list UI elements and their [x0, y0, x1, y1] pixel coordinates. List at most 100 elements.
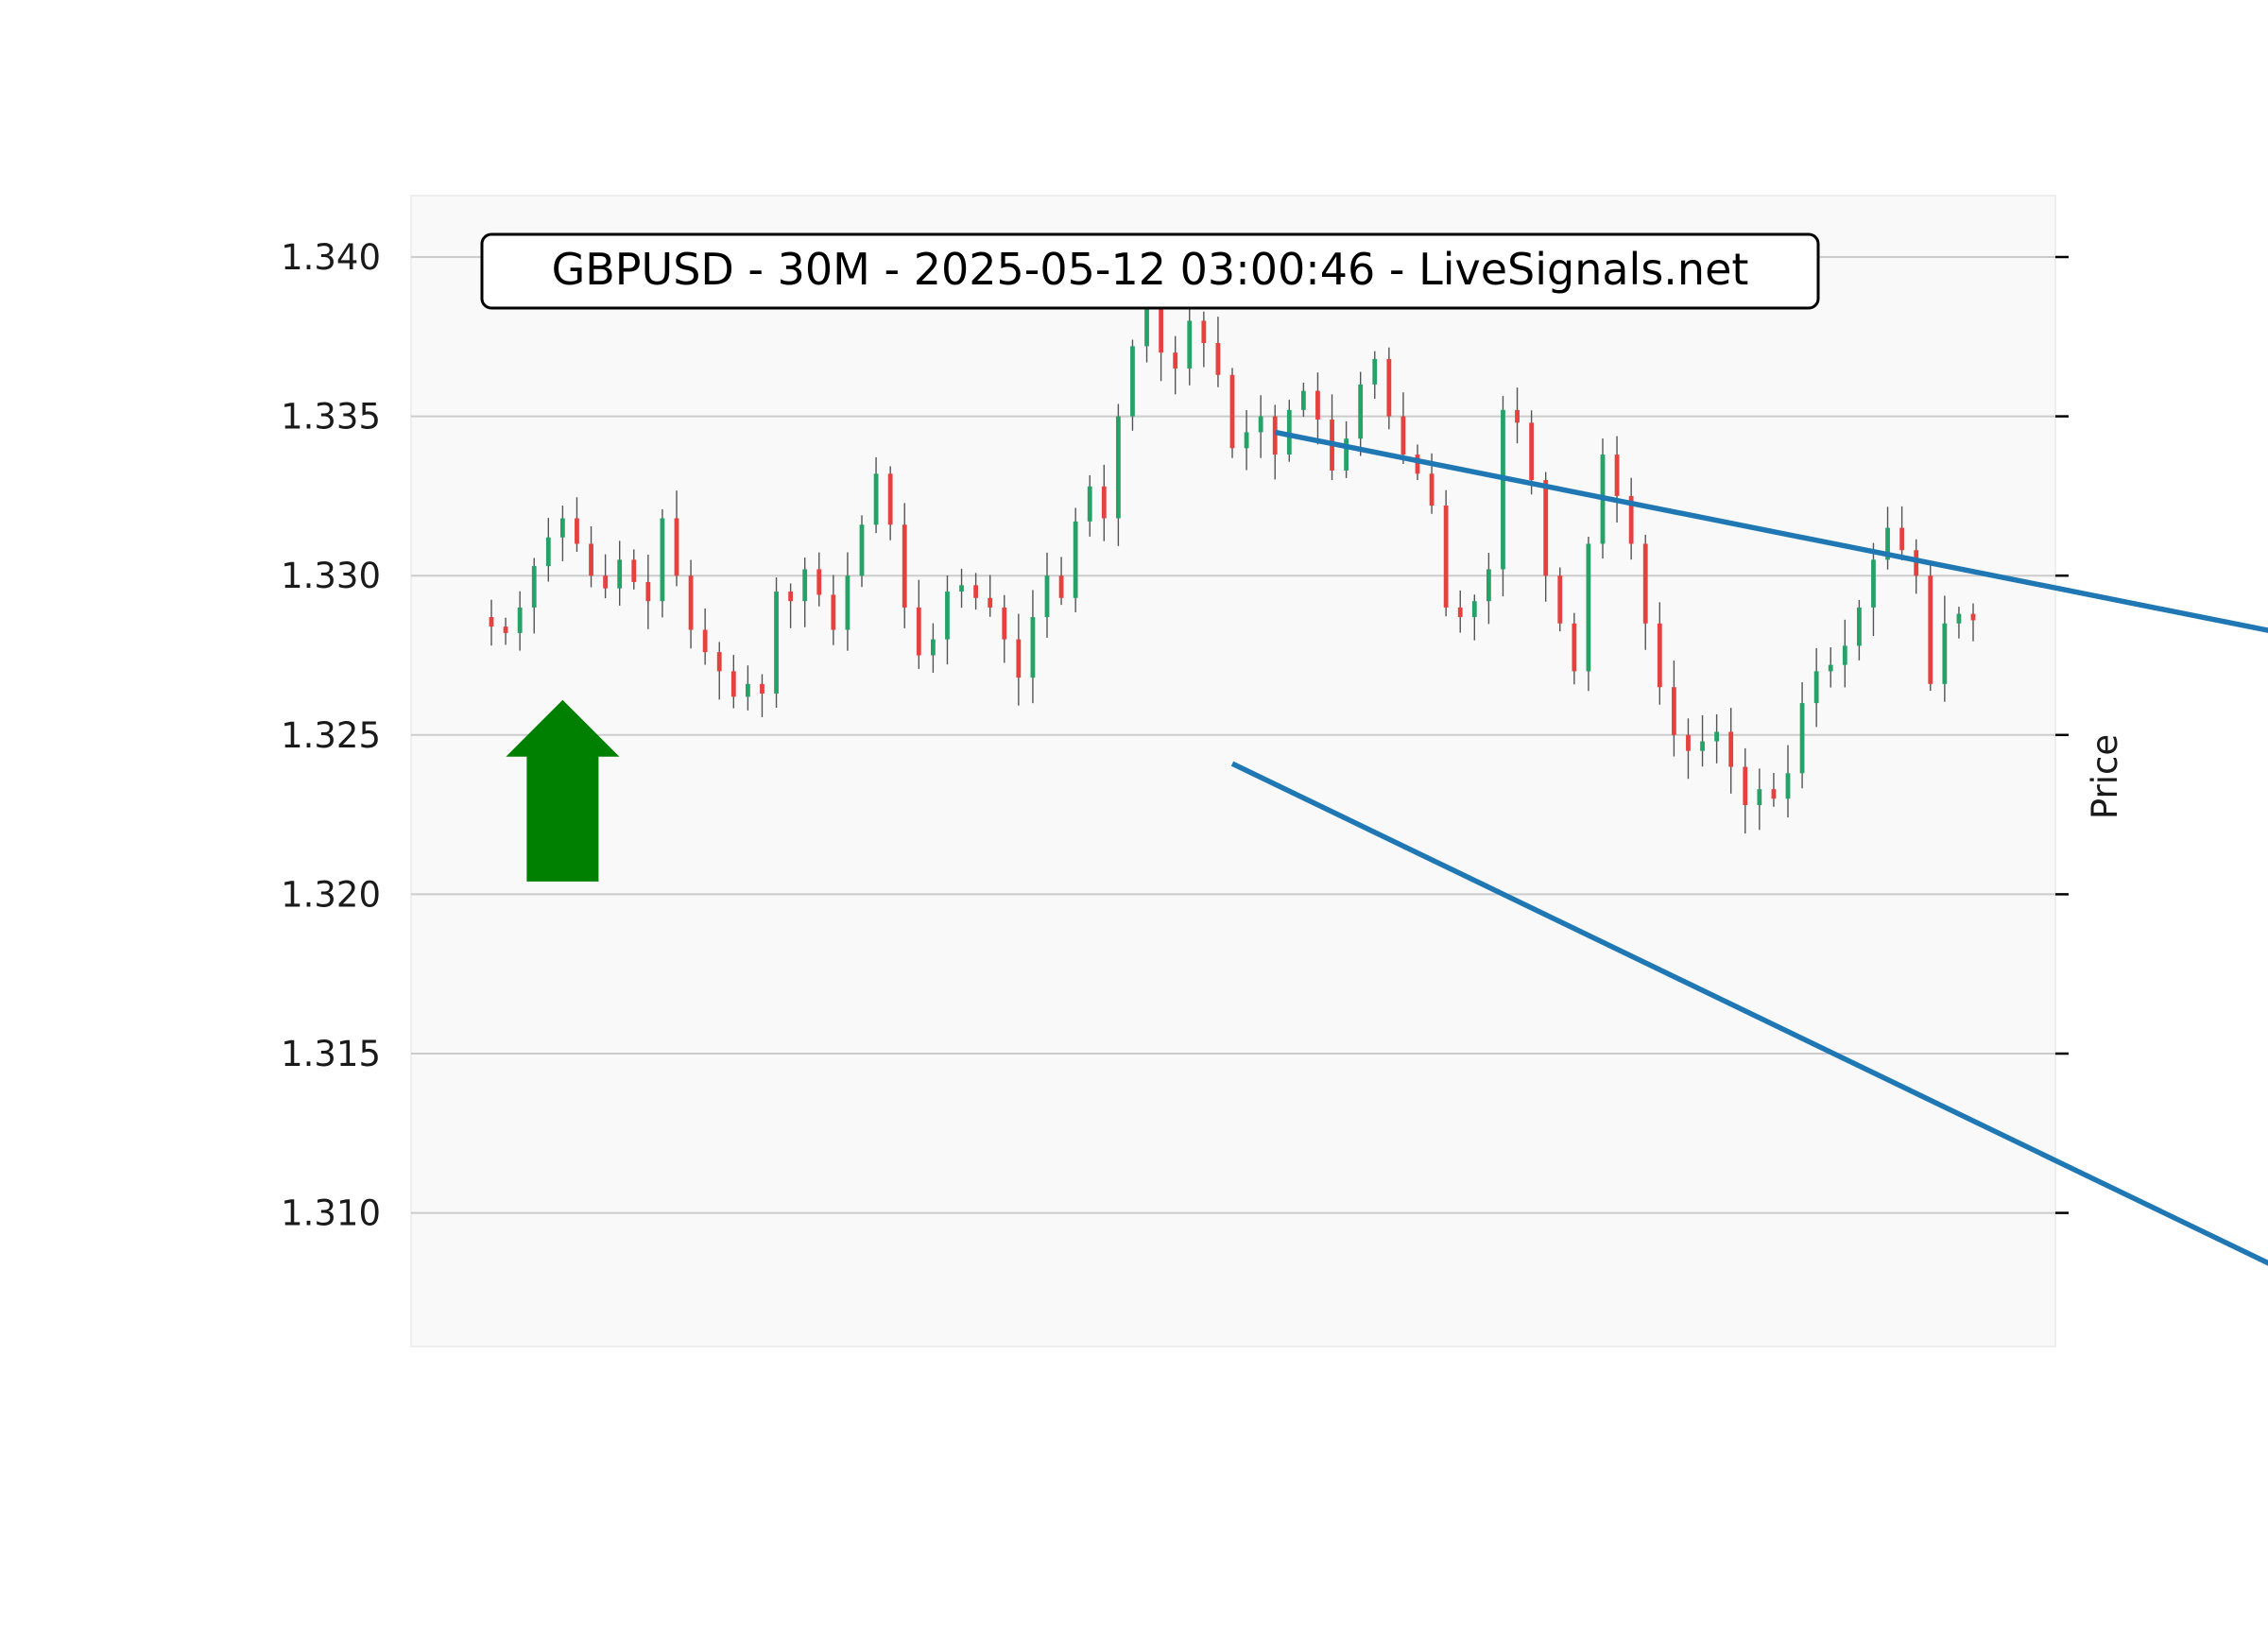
candle	[688, 559, 694, 649]
candle	[1828, 647, 1833, 688]
candle-body-down	[716, 652, 722, 672]
candle-body-up	[930, 639, 936, 656]
candle	[1714, 713, 1720, 764]
candle	[1044, 552, 1050, 638]
candle-body-down	[1671, 687, 1676, 735]
candle	[1928, 562, 1933, 692]
candle	[1115, 403, 1121, 546]
candle-body-up	[517, 607, 523, 633]
candle-body-up	[1286, 409, 1292, 455]
candle	[1087, 474, 1092, 537]
candle-body-up	[1087, 486, 1092, 522]
candle-body-up	[1885, 527, 1890, 560]
candle-body-up	[1813, 671, 1819, 704]
candle-body-up	[660, 518, 665, 602]
candle-body-down	[1628, 495, 1634, 544]
candle	[1785, 745, 1791, 818]
candle-body-down	[1415, 455, 1420, 474]
candle-body-down	[1728, 731, 1734, 767]
buy-signal-arrow-icon	[506, 699, 620, 882]
candle-body-down	[1771, 789, 1777, 799]
candle-body-up	[1358, 384, 1364, 439]
candle	[873, 456, 879, 534]
candle-body-down	[1642, 543, 1648, 624]
candle	[1101, 464, 1107, 541]
candle	[1471, 594, 1477, 641]
candle	[902, 503, 907, 628]
candle	[1486, 553, 1491, 625]
candle-body-down	[1457, 607, 1463, 618]
candle-body-up	[1700, 741, 1705, 751]
candle	[1899, 506, 1905, 560]
candle	[589, 525, 593, 588]
candle	[1871, 542, 1876, 637]
candle-body-up	[1244, 432, 1249, 449]
candle-body-up	[1757, 789, 1762, 805]
candle-body-down	[1928, 575, 1933, 684]
candle-body-down	[1572, 623, 1577, 672]
candle	[988, 575, 993, 617]
candle-body-down	[1515, 409, 1520, 423]
candle-body-down	[902, 524, 907, 608]
candle-body-down	[1429, 473, 1435, 506]
candle-body-down	[1557, 575, 1563, 624]
signal-layer	[506, 699, 620, 882]
candle	[674, 490, 679, 587]
candle	[1700, 714, 1705, 767]
candle	[489, 599, 494, 646]
candle-body-up	[1586, 543, 1591, 672]
lower-trendline	[1230, 761, 2268, 1266]
candle-body-down	[916, 607, 921, 656]
candle-body-up	[802, 569, 808, 602]
candle	[1073, 507, 1078, 612]
candle	[1315, 372, 1320, 445]
candle-body-up	[1486, 569, 1491, 602]
candle-body-up	[531, 566, 537, 608]
plot-background	[410, 195, 2056, 1347]
candle	[1358, 371, 1364, 456]
candle-body-up	[1799, 703, 1805, 774]
y-tick-label: 1.310	[281, 1193, 381, 1234]
candle	[1728, 708, 1734, 794]
candle-body-down	[730, 671, 736, 697]
candle-body-down	[503, 626, 508, 633]
candle-body-down	[589, 543, 593, 576]
candle	[1030, 590, 1036, 704]
candle-body-down	[674, 518, 679, 576]
candle	[1628, 477, 1634, 560]
candle-body-up	[1372, 358, 1378, 385]
candle	[1614, 436, 1620, 523]
candle-body-up	[1714, 731, 1720, 742]
y-tick-label: 1.320	[281, 874, 381, 915]
candle	[774, 577, 779, 708]
candle	[1942, 595, 1948, 702]
candle	[1657, 602, 1662, 705]
candle-body-down	[1400, 416, 1406, 455]
candle-body-up	[774, 592, 779, 694]
candle-body-up	[1344, 438, 1349, 471]
candle-body-up	[1258, 416, 1263, 433]
candle	[887, 466, 893, 540]
candle-body-down	[1229, 374, 1235, 449]
candle	[1187, 300, 1193, 386]
candle	[916, 579, 921, 669]
candle-body-down	[1215, 343, 1221, 375]
candle-body-up	[959, 585, 964, 592]
candle	[745, 665, 750, 711]
candle-body-down	[1657, 623, 1662, 688]
candle-body-up	[845, 575, 850, 630]
candle	[1386, 347, 1392, 430]
candle	[1586, 537, 1591, 692]
y-tick-label: 1.330	[281, 556, 381, 596]
candle-body-down	[1743, 766, 1748, 805]
y-axis-label: Price	[2085, 734, 2125, 819]
candle	[1642, 534, 1648, 650]
candle	[1885, 506, 1890, 570]
candle	[973, 573, 979, 610]
candle	[945, 575, 950, 665]
candle	[1501, 396, 1505, 597]
candle	[660, 508, 665, 618]
candle-body-down	[887, 473, 893, 525]
candle	[1813, 647, 1819, 728]
